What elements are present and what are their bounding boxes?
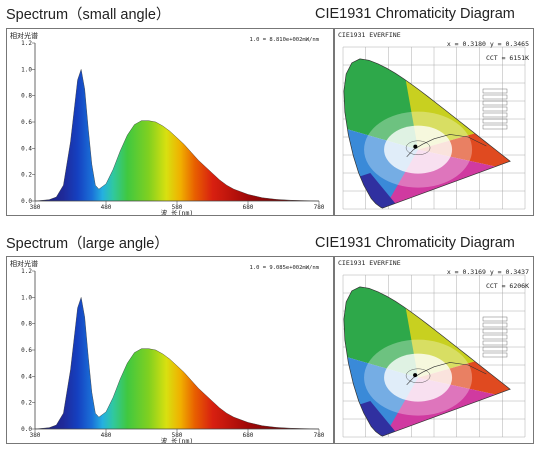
spectral-locus (343, 58, 511, 209)
legend-box (482, 118, 508, 124)
y-tick-label: 0.6 (21, 119, 32, 126)
white-halo (364, 339, 473, 416)
y-tick-label: 1.0 (21, 66, 32, 73)
spectrum-small-title: Spectrum（small angle） (6, 7, 171, 23)
planckian-locus (406, 134, 487, 158)
y-tick-label: 0.2 (21, 172, 32, 179)
spectrum-large-title: Spectrum（large angle） (6, 236, 169, 252)
legend-box (482, 112, 508, 118)
legend-box (482, 334, 508, 340)
cie-small-title: CIE1931 Chromaticity Diagram (315, 6, 515, 22)
peak-label: 1.0 = 8.810e+002mW/nm (249, 37, 319, 43)
x-tick-label: 480 (101, 432, 112, 439)
legend-box (482, 100, 508, 106)
y-tick-label: 0.4 (21, 373, 32, 380)
y-axis-label: 相对光谱 (10, 259, 38, 268)
y-axis-label: 相对光谱 (10, 31, 38, 40)
white-center (384, 125, 453, 174)
y-tick-label: 1.2 (21, 268, 32, 275)
legend-box (482, 88, 508, 94)
chromaticity-point (413, 373, 418, 378)
legend-box (482, 352, 508, 358)
x-tick-label: 680 (243, 432, 254, 439)
y-tick-label: 0.4 (21, 145, 32, 152)
x-tick-label: 480 (101, 204, 112, 211)
spectrum-line (34, 69, 320, 202)
cie-header: CIE1931 EVERFINE (338, 259, 401, 267)
cie-chart-large: CIE1931 EVERFINE x = 0.3169 y = 0.3437 CCT… (334, 256, 534, 444)
spectrum-chart-large: 相对光谱 1.0 = 9.085e+002mW/nm 0.0 0.2 0.4 0.6 0.8… (6, 256, 334, 445)
x-tick-label: 380 (30, 204, 41, 211)
y-tick-label: 0.0 (21, 198, 32, 205)
legend-box (482, 328, 508, 334)
macadam-ellipse (405, 140, 431, 156)
cie-large-title: CIE1931 Chromaticity Diagram (315, 235, 515, 251)
spectrum-svg: 相对光谱 1.0 = 9.085e+002mW/nm 0.0 0.2 0.4 0.6 0.8… (10, 259, 325, 445)
peak-label: 1.0 = 9.085e+002mW/nm (249, 265, 319, 271)
legend-box (482, 346, 508, 352)
x-tick-label: 780 (314, 432, 325, 439)
macadam-ellipse (405, 368, 431, 384)
y-tick-label: 0.2 (21, 400, 32, 407)
y-tick-label: 0.6 (21, 347, 32, 354)
legend-box (482, 124, 508, 130)
x-tick-label: 380 (30, 432, 41, 439)
spectrum-line (34, 297, 320, 430)
planckian-locus (406, 362, 487, 386)
y-tick-label: 0.8 (21, 93, 32, 100)
legend-box (482, 322, 508, 328)
chromaticity-coordinates: x = 0.3169 y = 0.3437 (447, 268, 529, 276)
legend-box (482, 316, 508, 322)
y-tick-label: 1.0 (21, 294, 32, 301)
x-tick-label: 680 (243, 204, 254, 211)
spectrum-svg: 相对光谱 1.0 = 8.810e+002mW/nm 0.0 0.2 0.4 0.6 0.8… (10, 31, 325, 217)
x-axis-label: 波 长(nm) (161, 436, 194, 443)
x-axis-label: 波 长(nm) (161, 208, 194, 215)
chromaticity-coordinates: x = 0.3180 y = 0.3465 (447, 40, 529, 48)
cct-value: CCT = 6151K (486, 54, 529, 62)
chromaticity-point (413, 144, 418, 149)
legend-box (482, 106, 508, 112)
x-tick-label: 780 (314, 204, 325, 211)
legend-box (482, 340, 508, 346)
y-tick-label: 0.0 (21, 426, 32, 433)
cie-svg: CIE1931 EVERFINE x = 0.3180 y = 0.3465 CCT… (338, 31, 529, 210)
white-halo (364, 111, 473, 188)
cie-svg: CIE1931 EVERFINE x = 0.3169 y = 0.3437 CCT… (338, 259, 529, 438)
cie-chart-small: CIE1931 EVERFINE x = 0.3180 y = 0.3465 CCT… (334, 28, 534, 216)
legend-box (482, 94, 508, 100)
x-tick-label: 580 (172, 204, 183, 211)
spectrum-area (35, 69, 319, 201)
white-center (384, 353, 453, 402)
cct-value: CCT = 6206K (486, 282, 529, 290)
y-tick-label: 1.2 (21, 40, 32, 47)
y-tick-label: 0.8 (21, 321, 32, 328)
spectral-locus (343, 286, 511, 437)
cie-header: CIE1931 EVERFINE (338, 31, 401, 39)
spectrum-chart-small: 相对光谱 1.0 = 8.810e+002mW/nm 0.0 0.2 0.4 0.6 0.8… (6, 28, 334, 217)
spectrum-area (35, 297, 319, 429)
x-tick-label: 580 (172, 432, 183, 439)
